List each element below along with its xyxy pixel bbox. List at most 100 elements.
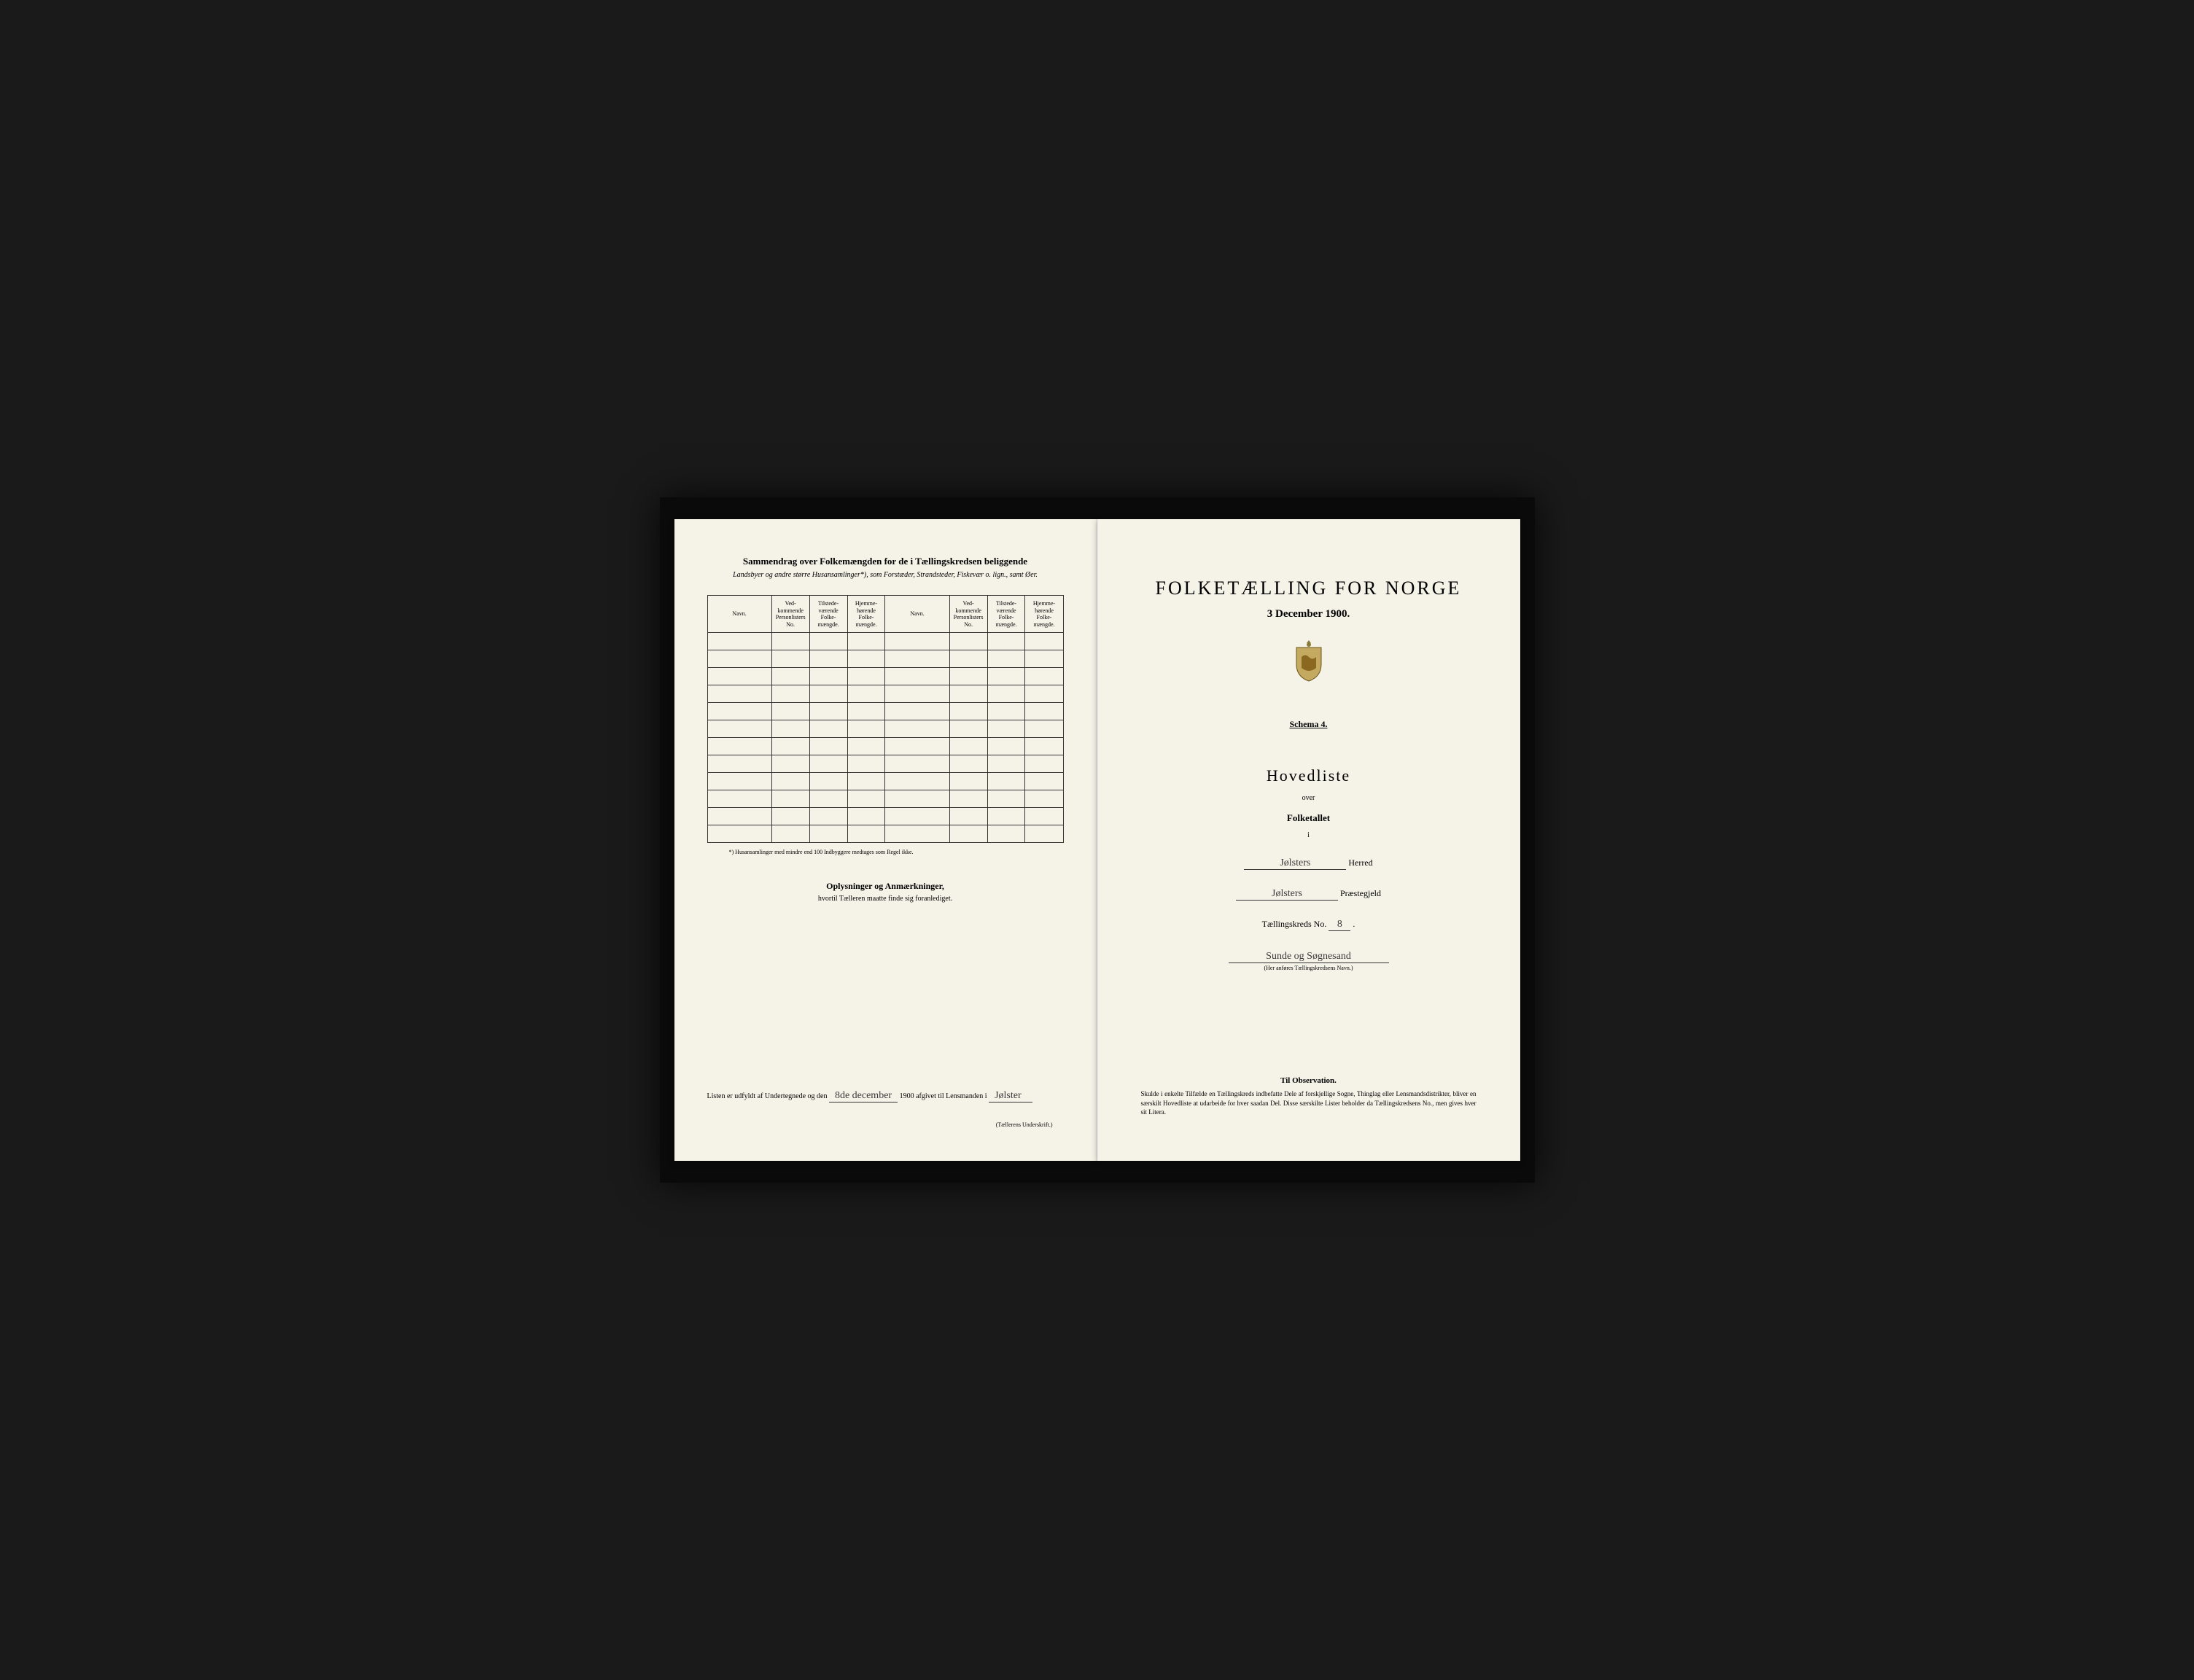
table-cell [847,685,885,703]
th-hjemme-1: Hjemme-hørende Folke-mængde. [847,596,885,633]
table-cell [809,703,847,720]
table-row [707,773,1063,790]
table-cell [771,668,809,685]
table-cell [809,755,847,773]
table-cell [707,633,771,650]
kreds-name-row: Sunde og Søgnesand (Her anføres Tællings… [1130,949,1487,971]
kreds-name-value: Sunde og Søgnesand [1229,951,1389,963]
table-cell [949,720,987,738]
table-cell [949,650,987,668]
kreds-number-row: Tællingskreds No. 8 . [1130,919,1487,931]
table-cell [987,738,1025,755]
th-tilstede-2: Tilstede-værende Folke-mængde. [987,596,1025,633]
table-cell [847,808,885,825]
table-cell [707,703,771,720]
sig-middle: afgivet til Lensmanden i [916,1092,987,1100]
th-tilstede-1: Tilstede-værende Folke-mængde. [809,596,847,633]
schema-label: Schema 4. [1130,719,1487,730]
table-cell [885,633,949,650]
table-cell [847,633,885,650]
table-footnote: *) Husansamlinger med mindre end 100 Ind… [707,849,1064,855]
remarks-title: Oplysninger og Anmærkninger, [707,881,1064,892]
table-cell [949,703,987,720]
table-cell [1025,650,1063,668]
table-cell [771,633,809,650]
table-cell [707,825,771,843]
remarks-subtitle: hvortil Tælleren maatte finde sig foranl… [707,895,1064,903]
table-cell [809,650,847,668]
table-cell [847,825,885,843]
table-cell [809,668,847,685]
th-vedkommende-1: Ved-kommende Personlisters No. [771,596,809,633]
folketallet-label: Folketallet [1130,812,1487,824]
prestegjeld-row: Jølsters Præstegjeld [1130,888,1487,901]
table-cell [1025,773,1063,790]
table-cell [809,790,847,808]
table-cell [1025,755,1063,773]
table-row [707,755,1063,773]
table-cell [809,720,847,738]
table-cell [885,755,949,773]
table-cell [707,808,771,825]
table-cell [949,668,987,685]
table-cell [771,773,809,790]
census-main-title: FOLKETÆLLING FOR NORGE [1130,578,1487,599]
table-cell [885,685,949,703]
table-cell [847,790,885,808]
table-cell [885,738,949,755]
table-cell [707,738,771,755]
right-page: FOLKETÆLLING FOR NORGE 3 December 1900. … [1097,519,1520,1161]
table-cell [771,685,809,703]
table-cell [987,668,1025,685]
table-cell [1025,633,1063,650]
th-hjemme-2: Hjemme-hørende Folke-mængde. [1025,596,1063,633]
table-cell [987,773,1025,790]
table-cell [847,738,885,755]
coat-of-arms-icon [1291,639,1327,682]
table-cell [1025,703,1063,720]
table-cell [885,825,949,843]
table-cell [707,668,771,685]
observation-section: Til Observation. Skulde i enkelte Tilfæl… [1141,1076,1477,1117]
table-row [707,650,1063,668]
table-cell [885,720,949,738]
herred-value: Jølsters [1244,858,1346,870]
table-cell [1025,668,1063,685]
table-cell [949,738,987,755]
table-cell [949,685,987,703]
table-cell [949,790,987,808]
table-cell [1025,720,1063,738]
observation-title: Til Observation. [1141,1076,1477,1085]
table-cell [949,825,987,843]
table-cell [847,668,885,685]
table-row [707,685,1063,703]
table-cell [707,650,771,668]
table-cell [847,703,885,720]
table-cell [847,650,885,668]
table-cell [771,720,809,738]
kreds-label: Tællingskreds No. [1262,919,1327,929]
i-label: i [1130,831,1487,839]
table-cell [809,738,847,755]
table-row [707,703,1063,720]
kreds-number: 8 [1329,919,1350,931]
kreds-caption: (Her anføres Tællingskredsens Navn.) [1130,965,1487,971]
table-cell [987,685,1025,703]
table-row [707,825,1063,843]
table-cell [847,773,885,790]
table-cell [949,755,987,773]
table-row [707,790,1063,808]
left-page-subtitle: Landsbyer og andre større Husansamlinger… [707,570,1064,580]
table-cell [987,755,1025,773]
census-date: 3 December 1900. [1130,608,1487,621]
herred-row: Jølsters Herred [1130,858,1487,870]
table-cell [771,825,809,843]
signature-line: Listen er udfyldt af Undertegnede og den… [707,1090,1064,1102]
sig-year: 1900 [900,1092,914,1100]
table-cell [885,650,949,668]
table-cell [771,808,809,825]
sig-prefix: Listen er udfyldt af Undertegnede og den [707,1092,828,1100]
signature-label: (Tællerens Underskrift.) [996,1121,1053,1128]
left-page-title: Sammendrag over Folkemængden for de i Tæ… [707,556,1064,567]
table-cell [885,668,949,685]
